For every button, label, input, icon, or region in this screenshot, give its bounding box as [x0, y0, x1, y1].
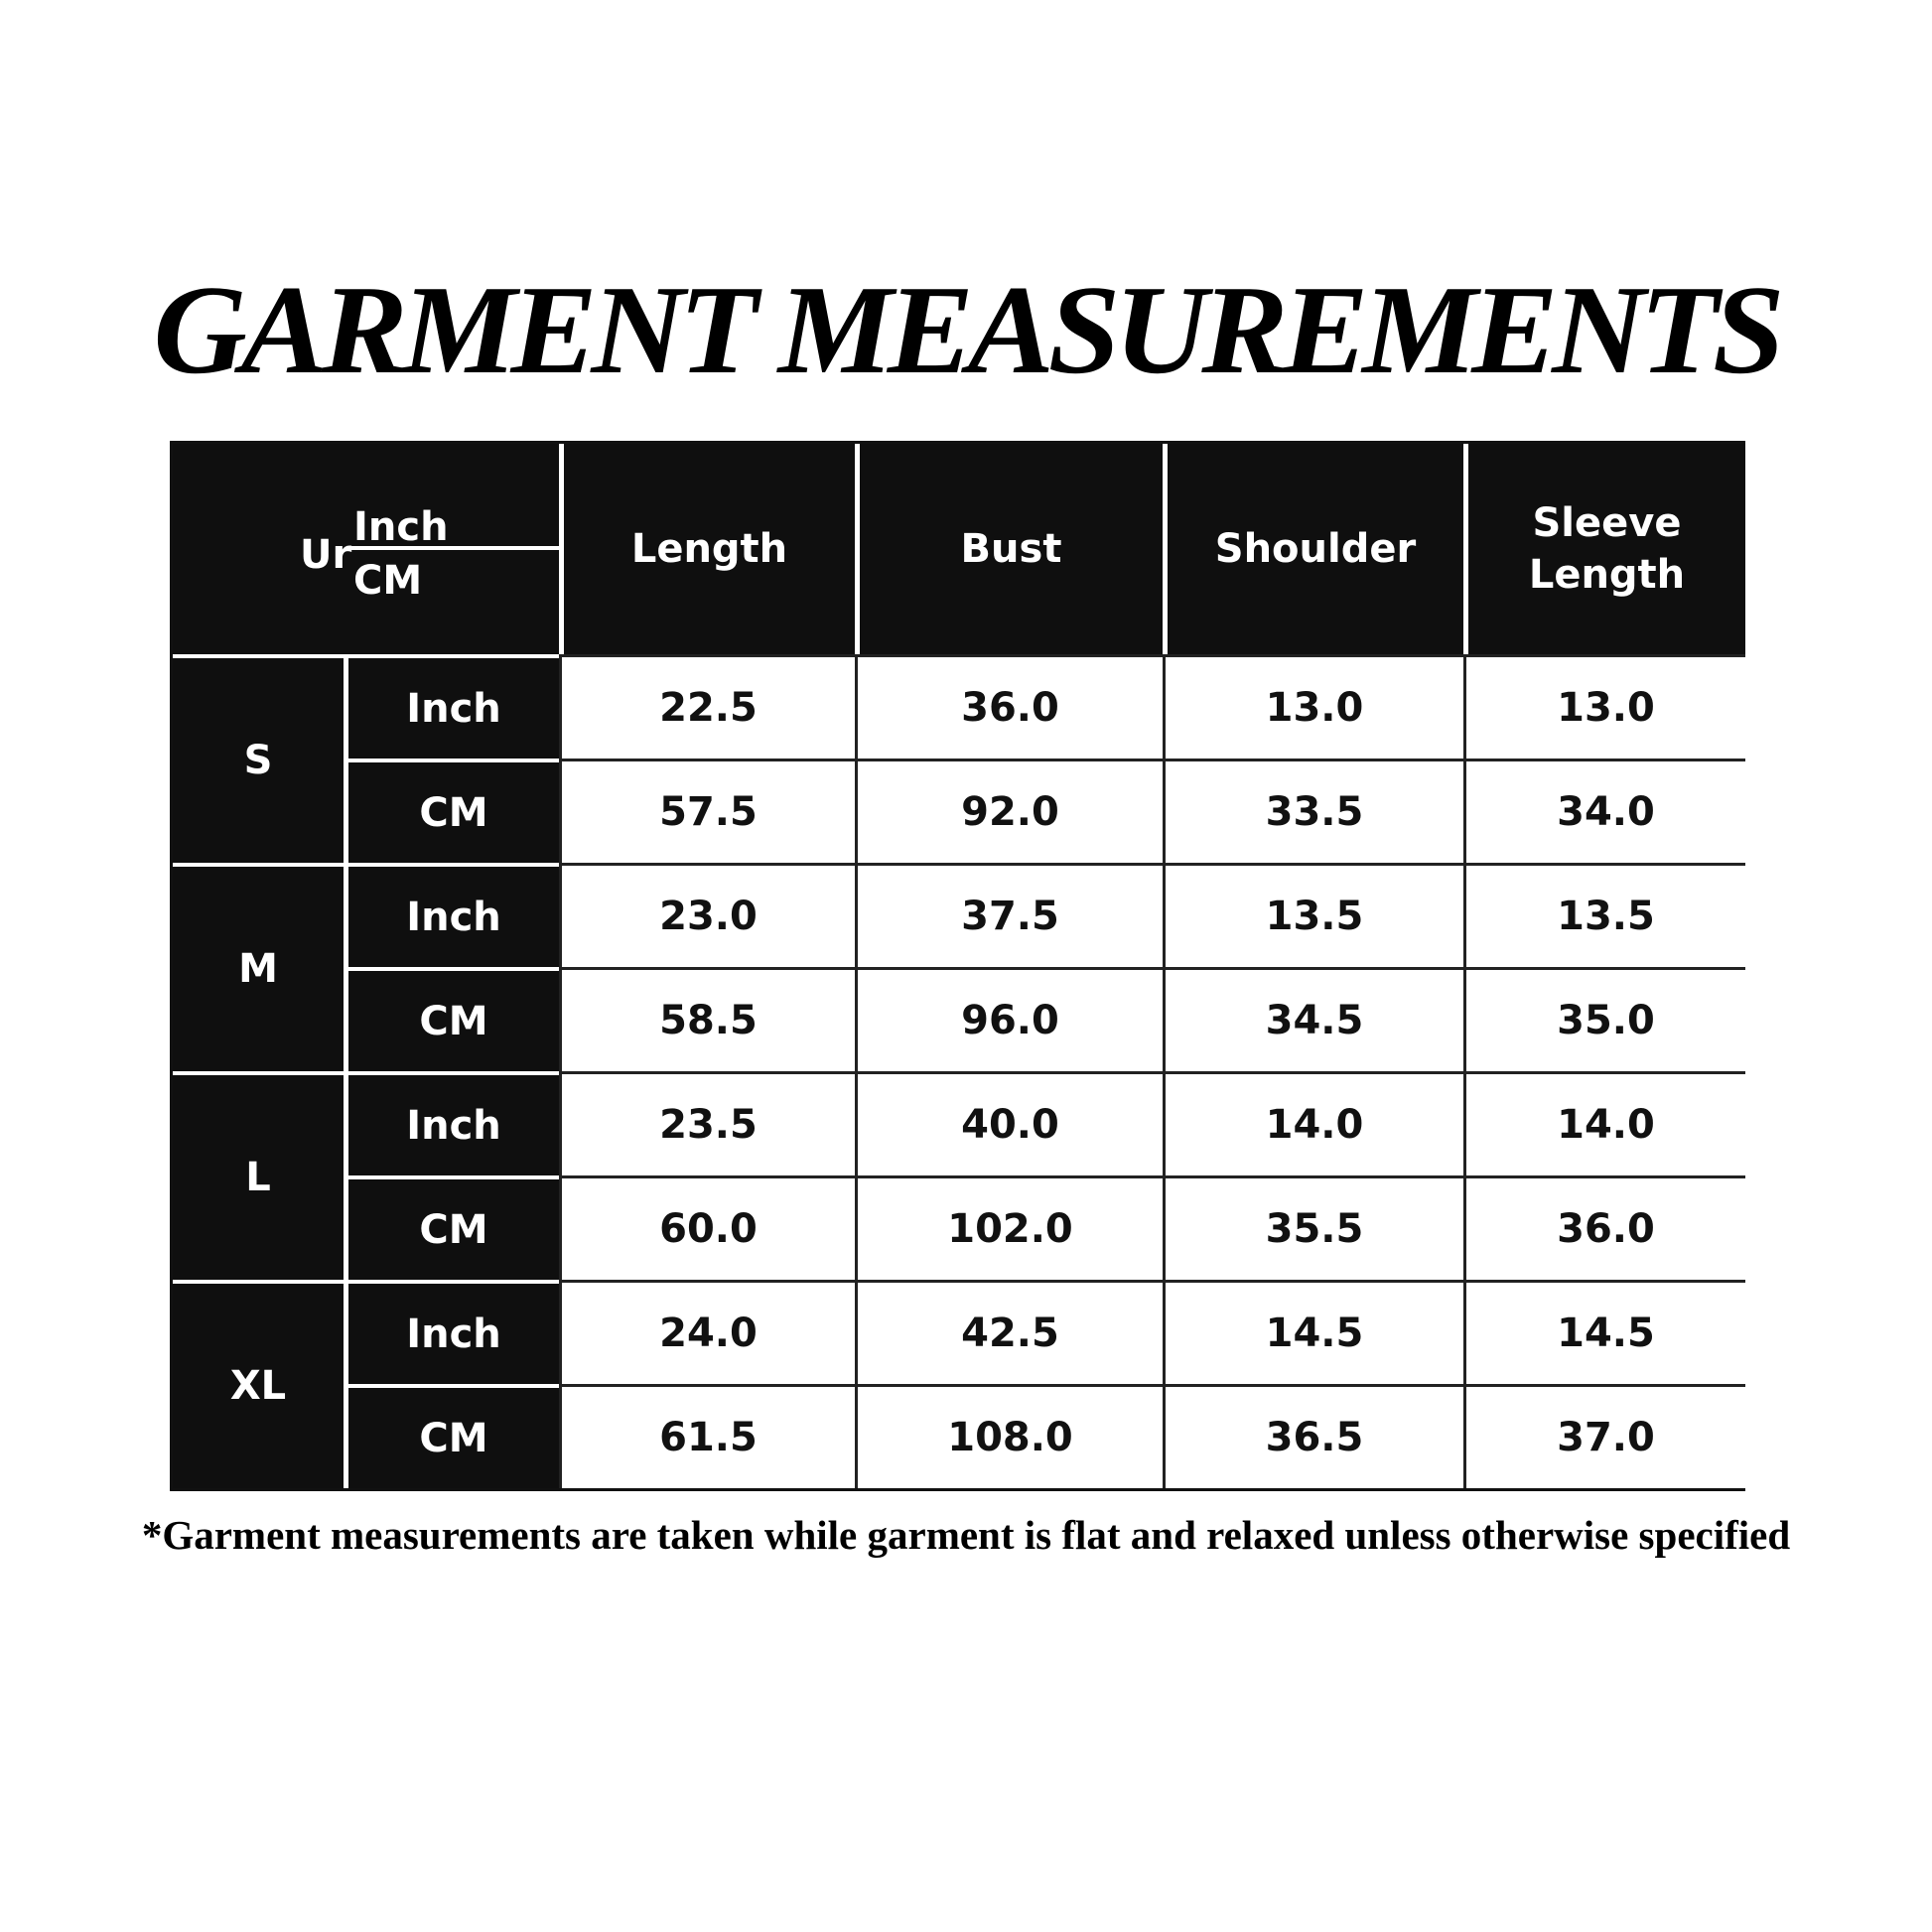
measurement-cell: 22.5 — [559, 654, 855, 759]
column-header-shoulder: Shoulder — [1163, 444, 1463, 654]
unit-cm-cell: CM — [344, 759, 559, 863]
measurement-cell: 34.5 — [1163, 967, 1463, 1071]
unit-cm-label: CM — [353, 558, 423, 604]
measurement-cell: 36.0 — [855, 654, 1163, 759]
measurement-cell: 14.0 — [1163, 1071, 1463, 1175]
unit-header-cell: Ur Inch CM — [173, 444, 559, 654]
measurement-cell: 96.0 — [855, 967, 1163, 1071]
column-header-sleeve-length: Sleeve Length — [1463, 444, 1745, 654]
measurement-cell: 23.5 — [559, 1071, 855, 1175]
page-title: GARMENT MEASUREMENTS — [153, 259, 1784, 400]
measurement-cell: 36.5 — [1163, 1384, 1463, 1488]
measurement-cell: 57.5 — [559, 759, 855, 863]
measurement-cell: 34.0 — [1463, 759, 1745, 863]
measurement-cell: 92.0 — [855, 759, 1163, 863]
measurement-cell: 13.5 — [1163, 863, 1463, 967]
unit-label: Ur — [300, 532, 352, 578]
unit-divider — [349, 546, 559, 550]
size-label: XL — [173, 1280, 344, 1488]
measurement-cell: 36.0 — [1463, 1175, 1745, 1280]
measurement-cell: 13.5 — [1463, 863, 1745, 967]
size-label: L — [173, 1071, 344, 1280]
measurement-cell: 37.0 — [1463, 1384, 1745, 1488]
measurement-cell: 61.5 — [559, 1384, 855, 1488]
measurement-cell: 14.5 — [1463, 1280, 1745, 1384]
unit-inch-cell: Inch — [344, 863, 559, 967]
unit-inch-cell: Inch — [344, 1071, 559, 1175]
measurement-cell: 58.5 — [559, 967, 855, 1071]
measurement-cell: 35.0 — [1463, 967, 1745, 1071]
measurement-cell: 40.0 — [855, 1071, 1163, 1175]
measurement-cell: 37.5 — [855, 863, 1163, 967]
measurement-cell: 102.0 — [855, 1175, 1163, 1280]
footnote: *Garment measurements are taken while ga… — [141, 1512, 1791, 1558]
size-label: S — [173, 654, 344, 863]
measurement-cell: 14.0 — [1463, 1071, 1745, 1175]
unit-inch-cell: Inch — [344, 654, 559, 759]
measurement-cell: 14.5 — [1163, 1280, 1463, 1384]
unit-inch-label: Inch — [353, 504, 449, 550]
measurement-cell: 60.0 — [559, 1175, 855, 1280]
column-header-length: Length — [559, 444, 855, 654]
column-header-bust: Bust — [855, 444, 1163, 654]
unit-cm-cell: CM — [344, 967, 559, 1071]
measurement-cell: 13.0 — [1163, 654, 1463, 759]
measurement-cell: 24.0 — [559, 1280, 855, 1384]
size-label: M — [173, 863, 344, 1071]
measurement-cell: 23.0 — [559, 863, 855, 967]
measurement-cell: 35.5 — [1163, 1175, 1463, 1280]
measurement-cell: 13.0 — [1463, 654, 1745, 759]
measurement-cell: 33.5 — [1163, 759, 1463, 863]
unit-cm-cell: CM — [344, 1384, 559, 1488]
measurement-cell: 42.5 — [855, 1280, 1163, 1384]
measurement-cell: 108.0 — [855, 1384, 1163, 1488]
unit-inch-cell: Inch — [344, 1280, 559, 1384]
unit-cm-cell: CM — [344, 1175, 559, 1280]
size-chart-table: Ur Inch CM Length Bust Shoulder Sleeve L… — [170, 441, 1745, 1491]
